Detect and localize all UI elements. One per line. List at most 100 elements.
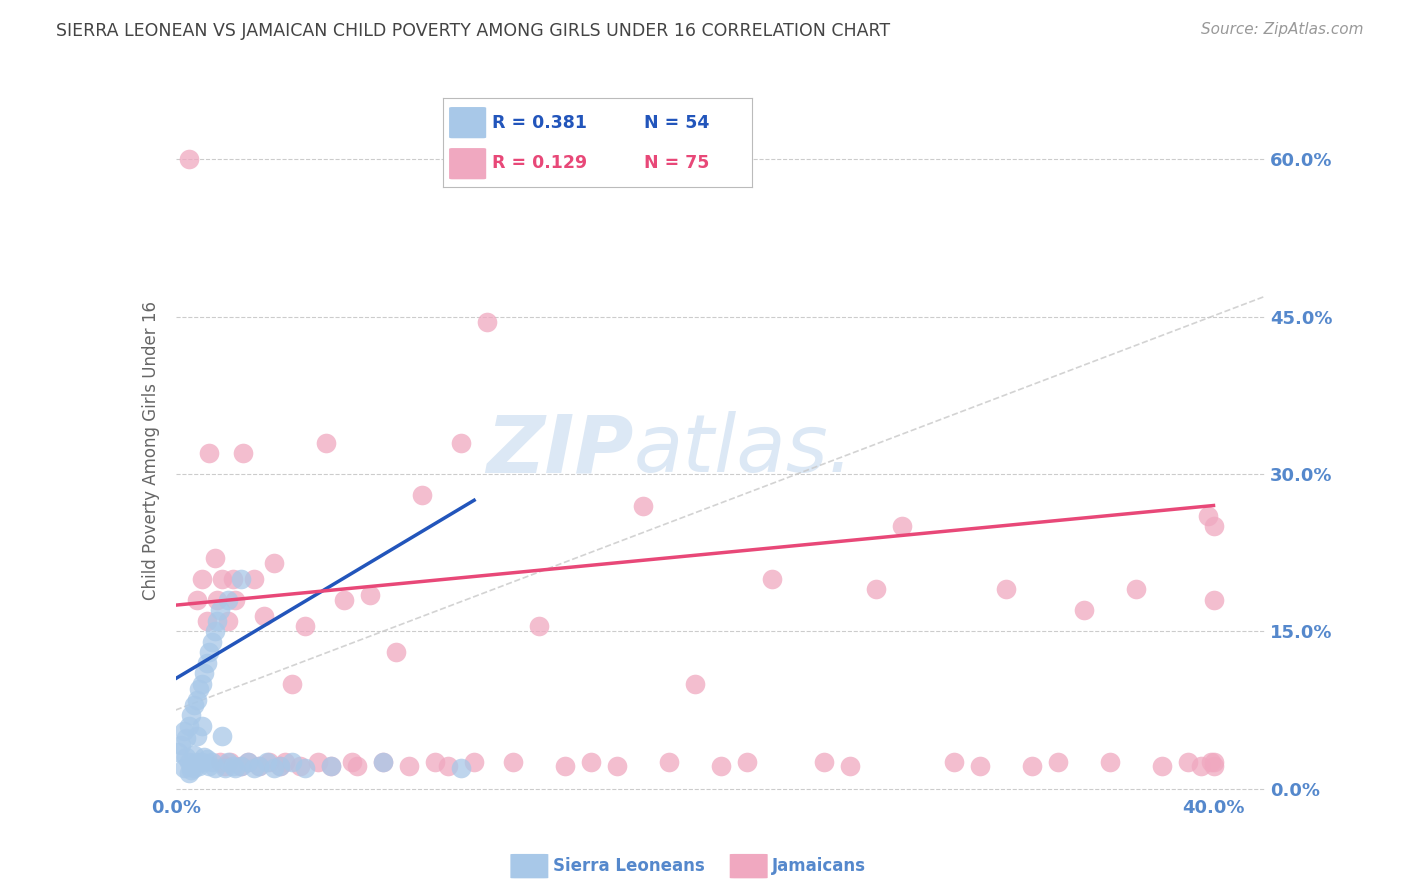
Point: [256, 756, 278, 770]
Point: [281, 677, 304, 691]
Point: [1199, 756, 1222, 770]
Point: [247, 758, 270, 772]
Point: [475, 315, 498, 329]
Point: [204, 550, 226, 565]
Point: [813, 756, 835, 770]
Point: [174, 750, 197, 764]
Point: [1197, 508, 1219, 523]
Point: [281, 756, 304, 770]
Point: [373, 756, 395, 770]
Point: [994, 582, 1017, 597]
Point: [183, 761, 205, 775]
Point: [307, 756, 329, 770]
Point: [290, 758, 312, 772]
Point: [211, 729, 233, 743]
Point: [238, 756, 260, 770]
Y-axis label: Child Poverty Among Girls Under 16: Child Poverty Among Girls Under 16: [142, 301, 160, 600]
Point: [1202, 519, 1225, 533]
Text: N = 54: N = 54: [644, 113, 709, 132]
Point: [167, 745, 190, 759]
Point: [411, 488, 433, 502]
Point: [219, 756, 242, 770]
Point: [1202, 756, 1225, 770]
Point: [198, 645, 221, 659]
Point: [222, 758, 245, 772]
Point: [340, 756, 363, 770]
Point: [177, 756, 200, 770]
Point: [1150, 758, 1173, 772]
Point: [180, 763, 202, 777]
Point: [253, 608, 276, 623]
Point: [437, 758, 460, 772]
Point: [1202, 758, 1225, 772]
FancyBboxPatch shape: [730, 854, 768, 879]
Point: [217, 614, 239, 628]
Point: [204, 761, 226, 775]
Point: [658, 756, 681, 770]
Point: [190, 677, 212, 691]
Point: [224, 593, 246, 607]
Point: [232, 446, 254, 460]
Point: [177, 719, 200, 733]
Point: [606, 758, 628, 772]
Point: [214, 761, 236, 775]
Point: [204, 624, 226, 639]
Point: [173, 723, 195, 738]
Point: [943, 756, 966, 770]
Point: [373, 756, 395, 770]
Point: [1125, 582, 1147, 597]
Point: [201, 635, 224, 649]
Point: [1021, 758, 1043, 772]
Text: Sierra Leoneans: Sierra Leoneans: [553, 857, 704, 875]
Point: [208, 603, 231, 617]
Point: [294, 619, 316, 633]
Point: [709, 758, 731, 772]
Point: [385, 645, 408, 659]
Point: [761, 572, 783, 586]
Point: [450, 435, 472, 450]
Point: [242, 761, 264, 775]
Point: [1202, 593, 1225, 607]
Text: R = 0.381: R = 0.381: [492, 113, 588, 132]
Point: [186, 729, 208, 743]
Point: [502, 756, 524, 770]
Point: [207, 593, 229, 607]
Point: [263, 556, 285, 570]
Point: [683, 677, 706, 691]
Point: [180, 758, 202, 772]
Point: [186, 593, 208, 607]
Point: [177, 765, 200, 780]
Point: [180, 708, 202, 723]
Point: [321, 758, 343, 772]
Point: [177, 153, 200, 167]
Point: [238, 756, 260, 770]
Point: [257, 756, 280, 770]
Point: [224, 761, 246, 775]
Point: [865, 582, 887, 597]
Point: [579, 756, 602, 770]
Point: [198, 446, 221, 460]
Point: [195, 656, 218, 670]
Point: [969, 758, 991, 772]
Point: [527, 619, 550, 633]
Point: [242, 572, 264, 586]
Point: [186, 692, 208, 706]
Point: [190, 572, 212, 586]
Point: [170, 738, 193, 752]
Point: [190, 719, 212, 733]
Point: [229, 758, 252, 772]
Point: [217, 593, 239, 607]
Point: [198, 758, 221, 772]
Point: [554, 758, 576, 772]
Text: Source: ZipAtlas.com: Source: ZipAtlas.com: [1201, 22, 1364, 37]
Point: [247, 758, 270, 772]
Point: [315, 435, 337, 450]
Point: [450, 761, 472, 775]
Text: R = 0.129: R = 0.129: [492, 153, 588, 172]
Point: [186, 756, 208, 770]
Point: [173, 761, 195, 775]
Point: [735, 756, 758, 770]
Point: [1073, 603, 1095, 617]
Point: [229, 572, 252, 586]
Point: [891, 519, 914, 533]
